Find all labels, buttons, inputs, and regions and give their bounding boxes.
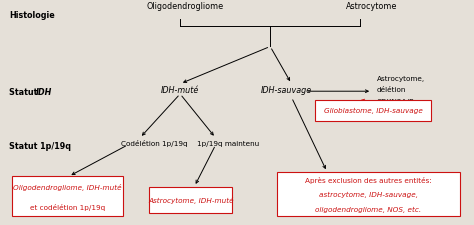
Text: Oligodendrogliome: Oligodendrogliome <box>147 2 224 11</box>
Text: Astrocytome, IDH-muté: Astrocytome, IDH-muté <box>148 196 234 203</box>
Text: Codélétion 1p/19q: Codélétion 1p/19q <box>121 140 188 146</box>
Text: 1p/19q maintenu: 1p/19q maintenu <box>197 140 259 146</box>
Text: oligodendrogliome, NOS, etc.: oligodendrogliome, NOS, etc. <box>316 206 421 212</box>
Text: Histologie: Histologie <box>9 11 55 20</box>
Text: IDH-sauvage: IDH-sauvage <box>261 86 312 94</box>
FancyBboxPatch shape <box>12 177 123 216</box>
Text: Statut: Statut <box>9 88 41 97</box>
Text: CDKN2A/B: CDKN2A/B <box>377 98 415 104</box>
FancyBboxPatch shape <box>149 187 232 213</box>
Text: Après exclusion des autres entités:: Après exclusion des autres entités: <box>305 176 432 183</box>
FancyBboxPatch shape <box>277 172 460 216</box>
Text: IDH: IDH <box>36 88 52 97</box>
Text: IDH-muté: IDH-muté <box>161 86 200 94</box>
Text: Astrocytome: Astrocytome <box>346 2 397 11</box>
FancyBboxPatch shape <box>315 100 431 122</box>
Text: délétion: délétion <box>377 87 406 93</box>
Text: Oligodendrogliome, IDH-muté: Oligodendrogliome, IDH-muté <box>13 183 122 190</box>
Text: et codélétion 1p/19q: et codélétion 1p/19q <box>30 203 105 210</box>
Text: astrocytome, IDH-sauvage,: astrocytome, IDH-sauvage, <box>319 191 418 197</box>
Text: Glioblastome, IDH-sauvage: Glioblastome, IDH-sauvage <box>324 108 423 114</box>
Text: Astrocytome,: Astrocytome, <box>377 76 425 82</box>
Text: Statut 1p/19q: Statut 1p/19q <box>9 142 72 151</box>
